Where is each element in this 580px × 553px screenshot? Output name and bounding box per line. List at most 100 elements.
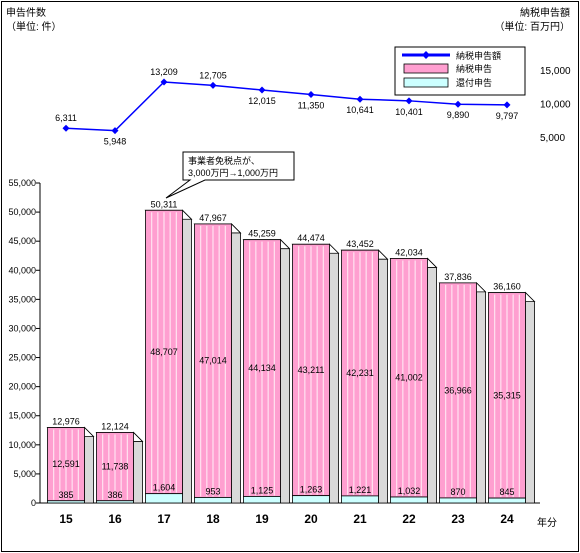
bar-side-face [84,426,94,504]
bar-group [487,291,536,504]
bar-group [242,238,291,504]
bar-refund [194,497,232,504]
line-point-label: 12,705 [199,70,227,80]
bar-side-face [182,209,192,504]
bar-total-label: 12,976 [52,417,80,427]
annotation-line-2: 3,000万円→1,000万円 [188,168,278,178]
right-tick-label: 5,000 [540,133,565,144]
x-tick-label: 23 [451,512,465,526]
bar-refund-label: 1,221 [349,485,372,495]
bar-payment-label: 41,002 [395,373,423,383]
line-point [454,100,462,108]
bar-group [438,281,487,504]
x-tick-label: 17 [157,512,171,526]
bar-payment-label: 42,231 [346,368,374,378]
x-tick-label: 21 [353,512,367,526]
x-tick-label: 18 [206,512,220,526]
line-point [209,81,217,89]
bar-refund [145,493,183,504]
bar-total-label: 12,124 [101,421,129,431]
left-tick-label: 20,000 [8,382,36,392]
left-tick-label: 25,000 [8,353,36,363]
bar-group [193,222,242,504]
right-tick-label: 15,000 [540,66,571,77]
bar-side-face [427,257,437,504]
bar-payment-label: 36,966 [444,385,472,395]
bar-group [95,431,144,504]
x-tick-label: 22 [402,512,416,526]
bar-total-label: 37,836 [444,272,472,282]
bar-payment-label: 47,014 [199,356,227,366]
right-tick-label: 10,000 [540,100,571,111]
x-tick-label: 20 [304,512,318,526]
bar-group [340,249,389,504]
legend-refund-swatch [403,77,449,88]
left-tick-label: 40,000 [8,265,36,275]
bar-total-label: 45,259 [248,229,276,239]
bar-side-face [280,238,290,504]
line-point [258,86,266,94]
annotation-line-1: 事業者免税点が、 [188,155,260,166]
annotation [165,151,295,199]
left-tick-label: 10,000 [8,440,36,450]
bar-side-face [329,243,339,504]
line-point-label: 5,948 [104,137,127,147]
bar-side-face [133,431,143,504]
bar-group [46,426,95,504]
bar-refund [47,500,85,504]
bar-refund [96,500,134,504]
bar-refund-label: 1,604 [153,483,176,493]
bar-side-face [378,249,388,504]
line-series [65,81,508,132]
line-point [160,78,168,86]
bar-refund [292,495,330,504]
left-tick-label: 50,000 [8,207,36,217]
bar-payment-label: 12,591 [52,459,80,469]
bar-refund [439,497,477,504]
left-tick-label: 0 [31,498,36,508]
bar-group [389,257,438,504]
bar-refund-label: 953 [205,486,220,496]
bar-group [144,209,193,504]
bar-refund-label: 1,263 [300,485,323,495]
line-point [356,95,364,103]
x-axis-unit: 年分 [537,516,557,529]
bar-payment-label: 11,738 [102,462,129,472]
left-tick-label: 55,000 [8,178,36,188]
x-tick-label: 24 [500,512,514,526]
left-tick-label: 5,000 [13,469,36,479]
right-axis-unit: （単位: 百万円） [494,20,570,33]
line-point [503,101,511,109]
left-tick-label: 35,000 [8,294,36,304]
bar-refund-label: 385 [58,490,73,500]
right-axis-title: 納税申告額 [520,6,570,19]
bar-refund-label: 845 [499,487,514,497]
bar-refund-label: 870 [450,487,465,497]
line-point-label: 10,401 [395,107,423,117]
legend-label-payment: 納税申告 [456,63,492,74]
bar-total-label: 44,474 [297,233,325,243]
line-point-label: 9,890 [447,110,470,120]
bar-total-label: 50,311 [151,199,178,209]
line-point-label: 12,015 [248,96,276,106]
annotation-box [165,151,295,199]
bar-refund [341,495,379,504]
line-point-label: 9,797 [496,111,519,121]
bar-refund [243,496,281,504]
bar-refund [488,497,526,504]
bar-side-face [476,281,486,504]
bar-payment-label: 35,315 [493,390,521,400]
x-tick-label: 16 [108,512,122,526]
legend-line-marker [422,51,430,59]
x-tick-label: 15 [59,512,73,526]
line-point [111,127,119,135]
left-axis-unit: （単位: 件） [6,20,62,33]
bar-total-label: 42,034 [395,247,423,257]
line-point-label: 11,350 [298,100,325,110]
bar-refund-label: 386 [107,490,122,500]
bar-total-label: 43,452 [346,239,374,249]
bar-group [291,243,340,504]
line-point-label: 10,641 [346,105,374,115]
legend-payment-swatch [403,63,449,74]
